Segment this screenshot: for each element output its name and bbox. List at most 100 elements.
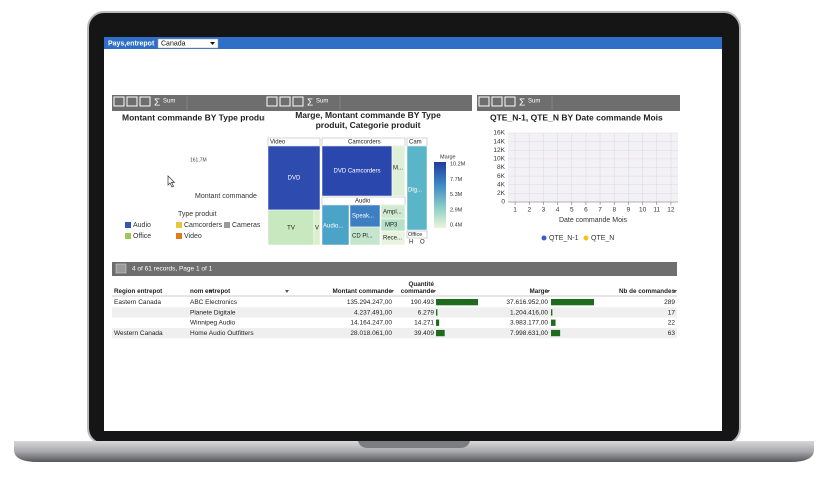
sort-arrow[interactable] <box>390 290 394 293</box>
table-cell: 63 <box>668 330 676 337</box>
y-tick-label: 6K <box>497 173 506 180</box>
panel-title: QTE_N-1, QTE_N BY Date commande Mois <box>490 112 663 122</box>
treemap-label: Video <box>270 140 286 146</box>
y-tick-label: 4K <box>497 181 506 188</box>
legend-swatch <box>176 222 182 228</box>
y-tick-label: 16K <box>493 130 505 137</box>
treemap-cell[interactable] <box>391 145 406 197</box>
sigma-icon: Σ <box>307 98 313 109</box>
treemap-cell[interactable] <box>321 204 350 246</box>
column-header[interactable]: Nb de commandes <box>619 287 675 295</box>
treemap-label: Audio <box>355 199 371 205</box>
menu-icon[interactable] <box>115 263 127 274</box>
table-cell: 135.294.247,00 <box>347 299 393 306</box>
legend-marker <box>541 235 547 241</box>
toolbar-label[interactable]: Sum <box>528 99 540 105</box>
table-cell: 4.237.491,00 <box>354 309 392 316</box>
table-cell: Home Audio Outfitters <box>190 330 254 337</box>
toolbar-label[interactable]: Sum <box>316 99 328 105</box>
table-cell: Winnipeg Audio <box>190 320 236 327</box>
table-header-bar <box>112 262 677 276</box>
table-cell: 7.998.631,00 <box>510 330 548 337</box>
filter-select[interactable] <box>157 38 219 49</box>
sigma-icon: Σ <box>154 98 160 109</box>
scale-label: 7.7M <box>450 177 463 183</box>
treemap-cell[interactable] <box>267 209 315 246</box>
toolbar-icon[interactable] <box>504 96 516 107</box>
table-cell: 28.018.061,00 <box>350 330 392 337</box>
column-header[interactable]: nom entrepot <box>190 287 231 295</box>
legend-label[interactable]: QTE_N <box>591 235 614 242</box>
table-cell: 14.271 <box>414 320 434 327</box>
treemap-label: Speak... <box>352 214 374 220</box>
filter-value[interactable]: Canada <box>161 40 186 47</box>
x-axis-label: Date commande Mois <box>559 217 628 224</box>
toolbar-icon[interactable] <box>491 96 503 107</box>
treemap-label: V <box>315 226 319 232</box>
x-tick-label: 10 <box>639 207 647 214</box>
toolbar <box>265 95 472 111</box>
x-tick-label: 12 <box>667 207 675 214</box>
legend-swatch <box>125 233 131 239</box>
bar <box>436 329 445 337</box>
toolbar-icon[interactable] <box>279 96 291 107</box>
legend-label: Camcorders <box>184 222 223 229</box>
treemap-cell[interactable] <box>380 230 406 246</box>
table-cell: ABC Electronics <box>190 299 238 306</box>
legend-label[interactable]: QTE_N-1 <box>549 235 579 242</box>
sort-arrow[interactable] <box>209 290 213 293</box>
toolbar-icon[interactable] <box>139 96 151 107</box>
treemap-label: DVD Camcorders <box>333 169 380 175</box>
toolbar-icon[interactable] <box>292 96 304 107</box>
laptop-base <box>14 441 814 462</box>
sort-arrow[interactable] <box>673 290 677 293</box>
column-header-box: Region entrepot <box>114 287 163 295</box>
column-header[interactable]: Quantité commande <box>400 280 434 295</box>
bar <box>436 309 438 316</box>
laptop-notch <box>358 441 470 448</box>
sort-arrow[interactable] <box>432 290 436 293</box>
scale-label: 10.2M <box>450 161 466 167</box>
bar <box>551 329 561 337</box>
treemap-cell[interactable] <box>349 226 381 246</box>
treemap-cell[interactable] <box>406 145 428 231</box>
bar <box>551 319 556 326</box>
x-tick-label: 9 <box>627 207 631 214</box>
treemap-label: TV <box>287 226 295 232</box>
column-header[interactable]: Marge <box>529 287 548 295</box>
scale-label: 5.3M <box>450 192 463 198</box>
legend-label: Cameras <box>232 222 261 229</box>
treemap-cell[interactable] <box>267 145 321 211</box>
scale-label: 0.4M <box>450 223 463 229</box>
treemap-label: Camcorders <box>348 140 381 146</box>
legend-title: Type produit <box>178 211 217 218</box>
treemap-label: Rece... <box>383 236 402 242</box>
select-arrow <box>210 42 215 45</box>
treemap-label: H <box>409 240 413 246</box>
sort-arrow[interactable] <box>285 290 289 293</box>
column-header[interactable]: Montant commande <box>332 287 392 295</box>
toolbar-icon[interactable] <box>266 96 278 107</box>
y-tick-label: 0 <box>501 199 505 206</box>
column-header[interactable]: Region entrepot <box>114 287 163 295</box>
treemap-cell[interactable] <box>313 209 321 246</box>
legend-marker <box>583 235 589 241</box>
x-tick-label: 8 <box>612 207 616 214</box>
x-tick-label: 3 <box>542 207 546 214</box>
filter-label: Pays,entrepot <box>108 40 155 47</box>
legend-label: Video <box>184 233 202 240</box>
toolbar-label[interactable]: Sum <box>163 99 175 105</box>
sort-arrow[interactable] <box>546 290 550 293</box>
y-tick-label: 12K <box>493 147 505 154</box>
panel-title: Marge, Montant commande BY Type produit,… <box>295 111 441 130</box>
toolbar-icon[interactable] <box>113 96 125 107</box>
x-tick-label: 5 <box>570 207 574 214</box>
column-header-box: Quantité commande <box>400 280 434 295</box>
filter-bar <box>104 37 722 49</box>
toolbar-icon[interactable] <box>126 96 138 107</box>
table-cell: 190.493 <box>411 299 435 306</box>
treemap-cell[interactable] <box>321 145 393 197</box>
legend-swatch <box>176 233 182 239</box>
toolbar-icon[interactable] <box>478 96 490 107</box>
